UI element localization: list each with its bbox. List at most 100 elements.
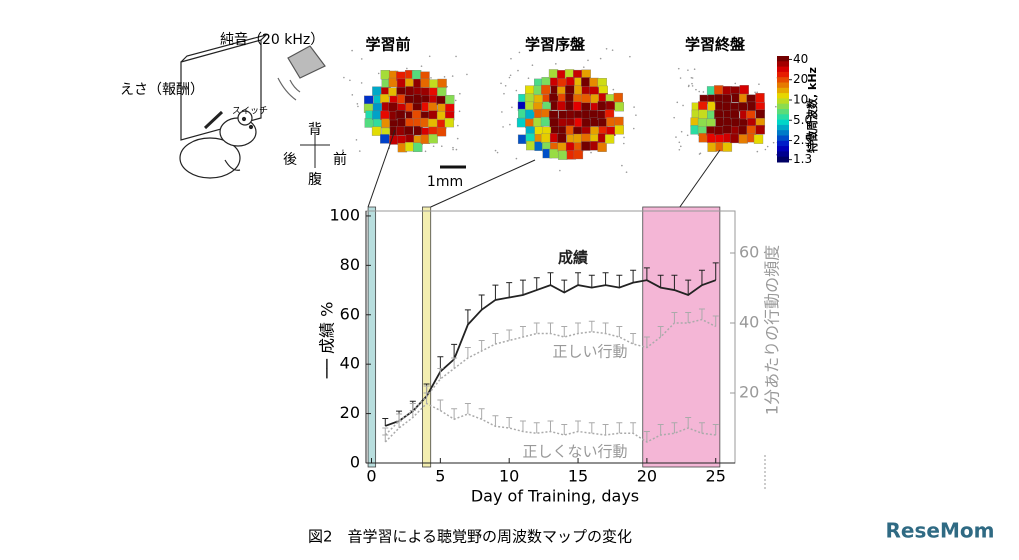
y-tick-label: 20 bbox=[340, 403, 360, 422]
highlight-band bbox=[642, 206, 721, 468]
dorsal: 背 bbox=[308, 122, 322, 138]
map-cell bbox=[614, 125, 624, 135]
error-bar bbox=[712, 315, 719, 327]
error-bar bbox=[533, 277, 540, 291]
map-cell bbox=[755, 124, 765, 135]
error-bar bbox=[533, 422, 540, 434]
error-bar bbox=[630, 422, 637, 434]
colorbar-cell bbox=[777, 93, 789, 99]
map-dot bbox=[698, 153, 701, 155]
map-cell bbox=[722, 142, 733, 152]
map-dot bbox=[356, 103, 359, 105]
error-bar bbox=[657, 274, 664, 288]
map-dot bbox=[679, 145, 682, 148]
error-bar bbox=[437, 368, 444, 379]
map-dot bbox=[509, 74, 512, 77]
map-cell bbox=[526, 140, 536, 151]
map-cell bbox=[437, 87, 447, 97]
map-dot bbox=[360, 82, 363, 84]
map-dot bbox=[756, 150, 759, 153]
map-dot bbox=[590, 151, 592, 154]
map-cell bbox=[428, 134, 438, 144]
error-bar bbox=[478, 340, 485, 351]
map-cell bbox=[730, 109, 740, 120]
error-bar bbox=[396, 413, 403, 421]
map-cell bbox=[413, 125, 423, 136]
error-bar bbox=[506, 417, 513, 428]
scale-label: 1mm bbox=[427, 174, 463, 190]
map-cell bbox=[395, 110, 406, 120]
map-dot bbox=[691, 85, 694, 87]
colorbar-cell bbox=[777, 61, 789, 68]
error-bar bbox=[588, 422, 595, 434]
map-cell bbox=[427, 118, 438, 129]
map-dot bbox=[502, 126, 504, 128]
x-tick-label: 15 bbox=[568, 467, 588, 486]
y-tick-label: 100 bbox=[329, 205, 360, 224]
map-dot bbox=[625, 171, 628, 173]
error-bar bbox=[685, 417, 692, 428]
error-bar bbox=[464, 403, 471, 414]
error-bar bbox=[533, 322, 540, 334]
map-dot bbox=[680, 130, 683, 133]
map-cell bbox=[411, 110, 422, 120]
error-bar bbox=[575, 420, 582, 432]
x-axis-label: Day of Training, days bbox=[471, 487, 639, 506]
y-tick-label: 80 bbox=[340, 255, 360, 274]
map-dot bbox=[343, 76, 345, 79]
map-dot bbox=[420, 65, 423, 67]
map-cell bbox=[541, 108, 551, 119]
map-dot bbox=[360, 58, 363, 60]
map-cell bbox=[444, 117, 455, 128]
x-tick-label: 20 bbox=[637, 467, 657, 486]
map-cell bbox=[714, 126, 724, 136]
y2-axis-label: 1分あたりの行動の頻度 bbox=[763, 245, 782, 415]
colorbar-cell bbox=[777, 135, 789, 142]
error-bar bbox=[575, 322, 582, 334]
map-cell bbox=[613, 92, 623, 103]
error-bar bbox=[698, 269, 705, 286]
y-tick-label: 40 bbox=[340, 354, 360, 373]
switch-label: スイッチ bbox=[232, 106, 268, 117]
map-cell bbox=[429, 79, 439, 89]
map-cell bbox=[381, 118, 391, 128]
error-bar bbox=[643, 267, 650, 281]
error-bar bbox=[602, 424, 609, 435]
map-dot bbox=[582, 66, 585, 68]
colorbar-cell bbox=[777, 130, 789, 136]
map-cell bbox=[581, 141, 591, 151]
error-bar bbox=[643, 431, 650, 442]
colorbar-cell bbox=[777, 119, 789, 126]
map-cell bbox=[437, 78, 447, 89]
colorbar-cell bbox=[777, 146, 789, 152]
map-dot bbox=[679, 77, 682, 79]
map-dot bbox=[515, 89, 518, 92]
map-cell bbox=[549, 148, 559, 159]
map-cell bbox=[403, 126, 414, 136]
map-cell bbox=[598, 118, 608, 128]
map-cell bbox=[572, 101, 583, 111]
map-cell bbox=[445, 94, 455, 105]
map-cell bbox=[380, 70, 391, 80]
error-bar bbox=[451, 343, 458, 360]
map-cell bbox=[548, 69, 559, 79]
map-cell bbox=[558, 150, 568, 160]
map-dot bbox=[517, 69, 519, 72]
error-bar bbox=[451, 408, 458, 420]
y-tick-label: 60 bbox=[340, 304, 360, 323]
y2-tick-label: 40 bbox=[739, 313, 759, 332]
map-cell bbox=[420, 78, 430, 88]
map-cell bbox=[405, 78, 415, 88]
map-cell bbox=[738, 125, 748, 136]
error-bar bbox=[575, 272, 582, 286]
error-bar bbox=[602, 272, 609, 286]
map-cell bbox=[597, 142, 607, 152]
map-dot bbox=[342, 149, 344, 151]
tone-label: 純音（20 kHz） bbox=[220, 31, 324, 48]
colorbar-cell bbox=[777, 71, 789, 78]
series-annotation: 正しい行動 bbox=[552, 343, 627, 361]
error-bar bbox=[588, 320, 595, 332]
error-bar bbox=[671, 312, 678, 323]
error-bar bbox=[561, 424, 568, 435]
colorbar-tick-label: 20 bbox=[793, 72, 808, 86]
